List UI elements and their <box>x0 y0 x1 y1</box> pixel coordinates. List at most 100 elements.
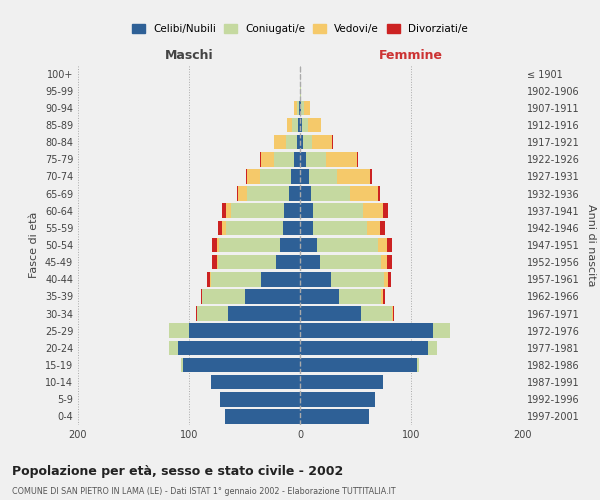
Bar <box>300 204 313 218</box>
Bar <box>428 340 437 355</box>
Bar <box>300 272 331 286</box>
Bar <box>300 186 311 201</box>
Bar <box>222 204 226 218</box>
Bar <box>300 100 301 115</box>
Bar <box>218 220 223 235</box>
Bar <box>300 84 301 98</box>
Bar <box>196 306 197 321</box>
Bar <box>298 118 300 132</box>
Bar <box>210 272 211 286</box>
Bar <box>300 306 361 321</box>
Bar <box>361 306 392 321</box>
Bar <box>226 220 283 235</box>
Bar <box>383 289 385 304</box>
Bar <box>331 272 385 286</box>
Bar <box>189 324 300 338</box>
Bar <box>212 238 217 252</box>
Bar <box>300 324 433 338</box>
Bar <box>367 220 380 235</box>
Bar <box>320 255 381 270</box>
Bar <box>218 255 275 270</box>
Bar <box>296 100 299 115</box>
Bar <box>304 135 312 150</box>
Bar <box>386 238 392 252</box>
Bar <box>295 152 300 166</box>
Bar <box>261 272 300 286</box>
Text: Maschi: Maschi <box>164 48 214 62</box>
Bar <box>416 358 419 372</box>
Bar <box>300 358 416 372</box>
Bar <box>274 135 286 150</box>
Bar <box>381 255 386 270</box>
Bar <box>300 255 320 270</box>
Bar <box>245 169 247 184</box>
Bar <box>300 238 317 252</box>
Bar <box>339 289 381 304</box>
Bar <box>228 306 300 321</box>
Bar <box>295 100 296 115</box>
Bar <box>181 358 184 372</box>
Bar <box>202 289 245 304</box>
Bar <box>212 255 217 270</box>
Bar <box>392 306 393 321</box>
Bar <box>300 152 305 166</box>
Bar <box>313 204 363 218</box>
Bar <box>433 324 450 338</box>
Bar <box>300 392 376 406</box>
Bar <box>300 289 339 304</box>
Bar <box>300 220 313 235</box>
Bar <box>261 152 274 166</box>
Bar <box>286 135 296 150</box>
Bar <box>211 375 300 390</box>
Bar <box>385 272 388 286</box>
Bar <box>388 272 391 286</box>
Bar <box>211 272 261 286</box>
Bar <box>184 358 300 372</box>
Bar <box>245 289 300 304</box>
Bar <box>222 220 226 235</box>
Bar <box>220 392 300 406</box>
Bar <box>169 340 178 355</box>
Bar <box>299 100 300 115</box>
Bar <box>300 135 304 150</box>
Bar <box>300 375 383 390</box>
Bar <box>370 169 372 184</box>
Text: COMUNE DI SAN PIETRO IN LAMA (LE) - Dati ISTAT 1° gennaio 2002 - Elaborazione TU: COMUNE DI SAN PIETRO IN LAMA (LE) - Dati… <box>12 488 395 496</box>
Bar <box>284 204 300 218</box>
Bar <box>300 409 369 424</box>
Bar <box>309 169 337 184</box>
Bar <box>247 169 260 184</box>
Bar <box>313 220 367 235</box>
Bar <box>305 152 326 166</box>
Bar <box>231 204 284 218</box>
Bar <box>260 152 261 166</box>
Bar <box>300 118 302 132</box>
Bar <box>296 135 300 150</box>
Bar <box>332 135 334 150</box>
Bar <box>226 204 231 218</box>
Bar <box>304 100 310 115</box>
Bar <box>260 169 291 184</box>
Bar <box>301 100 304 115</box>
Bar <box>237 186 238 201</box>
Bar <box>217 255 218 270</box>
Bar <box>219 238 280 252</box>
Bar <box>300 340 428 355</box>
Bar <box>289 186 300 201</box>
Bar <box>311 186 350 201</box>
Bar <box>326 152 356 166</box>
Bar <box>337 169 370 184</box>
Bar <box>178 340 300 355</box>
Bar <box>380 220 385 235</box>
Bar <box>283 220 300 235</box>
Bar <box>302 118 308 132</box>
Bar <box>274 152 295 166</box>
Bar <box>312 135 332 150</box>
Y-axis label: Anni di nascita: Anni di nascita <box>586 204 596 286</box>
Bar <box>386 255 392 270</box>
Bar <box>356 152 358 166</box>
Bar <box>280 238 300 252</box>
Bar <box>308 118 321 132</box>
Bar <box>217 238 219 252</box>
Bar <box>247 186 289 201</box>
